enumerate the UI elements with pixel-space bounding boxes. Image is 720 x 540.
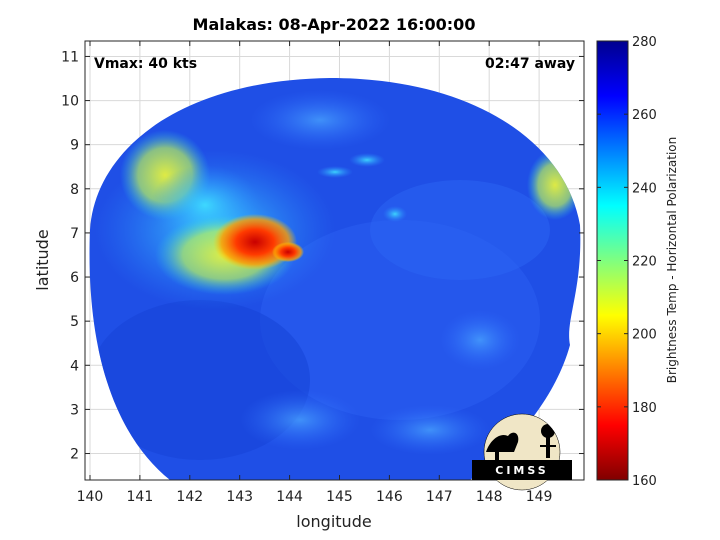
x-tick-label: 146 bbox=[376, 489, 403, 505]
colorbar-tick-label: 220 bbox=[632, 255, 657, 270]
x-tick-label: 147 bbox=[426, 489, 453, 505]
x-tick-label: 148 bbox=[476, 489, 503, 505]
logo-dish-icon bbox=[486, 432, 519, 452]
swath-texture-5 bbox=[370, 405, 490, 455]
y-tick-label: 9 bbox=[70, 138, 79, 154]
y-tick-label: 8 bbox=[70, 182, 79, 198]
y-tick-label: 3 bbox=[70, 402, 79, 418]
colorbar-tick-label: 240 bbox=[632, 181, 657, 196]
cloud-patch-2 bbox=[383, 206, 407, 222]
colorbar: 280 260 240 220 200 180 160 Brightness Temp - … bbox=[596, 35, 679, 489]
y-tick-label: 4 bbox=[70, 358, 79, 374]
logo-banner bbox=[472, 460, 572, 480]
microwave-swath bbox=[89, 78, 581, 480]
x-tick-label: 142 bbox=[176, 489, 203, 505]
y-tick-label: 6 bbox=[70, 270, 79, 286]
y-tick-label: 5 bbox=[70, 314, 79, 330]
map-title: Malakas: 08-Apr-2022 16:00:00 bbox=[193, 15, 476, 34]
logo-dish-stand bbox=[495, 446, 499, 460]
x-axis-label: longitude bbox=[296, 512, 371, 531]
x-axis-ticks: 140 141 142 143 144 145 146 147 148 149 bbox=[77, 41, 553, 505]
colorbar-tick-label: 200 bbox=[632, 328, 657, 343]
vmax-annotation: Vmax: 40 kts bbox=[94, 56, 197, 72]
x-tick-label: 144 bbox=[276, 489, 303, 505]
cloud-patch-3 bbox=[317, 166, 353, 178]
y-axis-ticks: 11 10 9 8 7 6 5 4 3 2 bbox=[61, 49, 584, 463]
colorbar-tick-label: 160 bbox=[632, 474, 657, 489]
swath-texture-3 bbox=[370, 180, 550, 280]
x-tick-label: 143 bbox=[226, 489, 253, 505]
cloud-patch-1 bbox=[349, 153, 385, 167]
y-tick-label: 2 bbox=[70, 447, 79, 463]
swath-texture-7 bbox=[250, 90, 390, 150]
colorbar-gradient bbox=[596, 40, 629, 481]
x-tick-label: 140 bbox=[77, 489, 104, 505]
y-tick-label: 11 bbox=[61, 49, 79, 65]
cimss-logo: CIMSS bbox=[472, 413, 572, 491]
convection-core-east bbox=[272, 242, 304, 262]
colorbar-label: Brightness Temp - Horizontal Polarizatio… bbox=[665, 137, 679, 384]
swath-texture-6 bbox=[240, 390, 360, 450]
plot-frame bbox=[84, 40, 585, 481]
y-tick-label: 10 bbox=[61, 94, 79, 110]
y-tick-label: 7 bbox=[70, 226, 79, 242]
y-axis-label: latitude bbox=[33, 229, 52, 290]
logo-tower-brace bbox=[540, 445, 556, 447]
logo-text: CIMSS bbox=[495, 464, 548, 477]
swath-texture-4 bbox=[440, 310, 520, 370]
x-tick-label: 141 bbox=[127, 489, 154, 505]
colorbar-tick-label: 260 bbox=[632, 108, 657, 123]
colorbar-ticks: 280 260 240 220 200 180 160 bbox=[597, 35, 657, 489]
colorbar-tick-label: 180 bbox=[632, 401, 657, 416]
colorbar-tick-label: 280 bbox=[632, 35, 657, 50]
x-tick-label: 149 bbox=[526, 489, 553, 505]
time-away-annotation: 02:47 away bbox=[485, 56, 575, 72]
x-tick-label: 145 bbox=[326, 489, 353, 505]
